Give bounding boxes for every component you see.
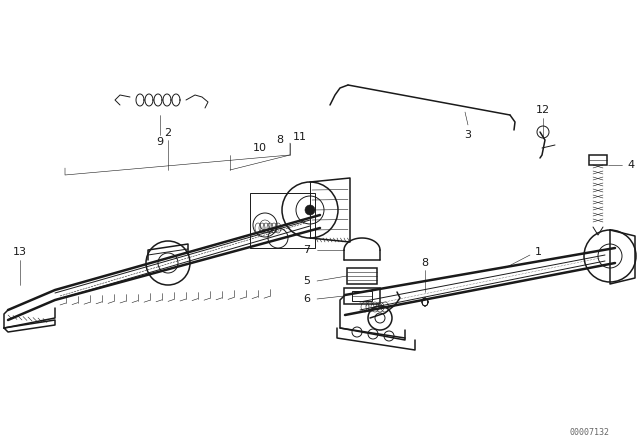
Text: 10: 10 — [253, 143, 267, 153]
Text: 12: 12 — [536, 105, 550, 115]
Text: 4: 4 — [627, 160, 634, 170]
Text: 2: 2 — [164, 128, 172, 138]
Bar — [344, 288, 380, 304]
Circle shape — [305, 205, 315, 215]
Bar — [352, 291, 372, 301]
Bar — [347, 268, 377, 284]
Bar — [589, 155, 607, 165]
Text: 6: 6 — [303, 294, 310, 304]
Text: 13: 13 — [13, 247, 27, 257]
Text: 8: 8 — [421, 258, 429, 268]
Text: 9: 9 — [156, 137, 164, 147]
Text: 3: 3 — [465, 130, 472, 140]
Bar — [250, 193, 315, 248]
Text: 5: 5 — [303, 276, 310, 286]
Text: 8: 8 — [276, 135, 284, 145]
Circle shape — [537, 126, 549, 138]
Text: 7: 7 — [303, 245, 310, 255]
Text: 00007132: 00007132 — [570, 427, 610, 436]
Text: 1: 1 — [534, 247, 541, 257]
Text: 11: 11 — [293, 132, 307, 142]
